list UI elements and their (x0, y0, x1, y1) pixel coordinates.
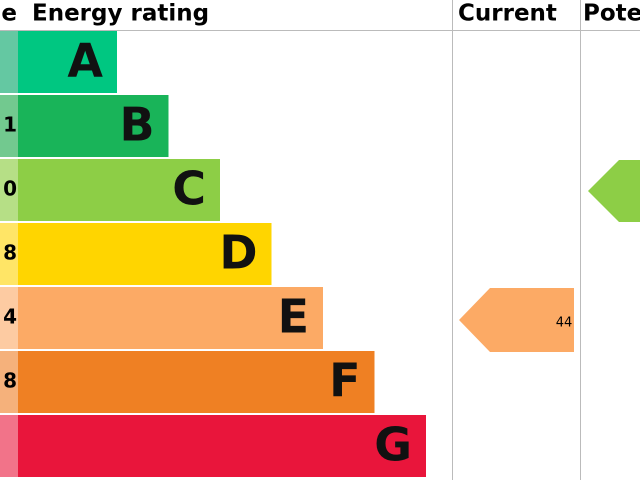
score-label: 1 (3, 113, 17, 137)
bands: A 1 B 0 C 8 D 4 E 8 FG (0, 31, 426, 477)
score-label: 0 (3, 177, 17, 201)
band-letter: C (172, 162, 206, 216)
potential-header: Pote (583, 1, 640, 27)
score-cell (0, 31, 18, 93)
score-label: 8 (3, 369, 17, 393)
rating-band (18, 95, 169, 157)
rating-band (18, 31, 117, 93)
rating-band (18, 287, 323, 349)
current-arrow (459, 288, 574, 352)
rating-header: Energy rating (32, 1, 209, 27)
rating-band (18, 159, 220, 221)
score-cell (0, 287, 18, 349)
band-letter: F (329, 354, 360, 408)
band-letter: B (119, 98, 154, 152)
score-cell (0, 159, 18, 221)
score-cell (0, 95, 18, 157)
score-cell (0, 223, 18, 285)
score-label: 8 (3, 241, 17, 265)
rating-band (18, 223, 272, 285)
current-value: 44 (556, 316, 573, 331)
score-cell (0, 415, 18, 477)
band-letter: E (278, 290, 309, 344)
band-letter: D (219, 226, 257, 280)
rating-band (18, 415, 426, 477)
score-label: 4 (3, 305, 17, 329)
score-header: e (1, 1, 17, 27)
current-header: Current (458, 1, 557, 27)
rating-band (18, 351, 375, 413)
band-letter: G (374, 418, 412, 472)
score-cell (0, 351, 18, 413)
band-letter: A (67, 34, 103, 88)
potential-arrow (588, 160, 640, 222)
